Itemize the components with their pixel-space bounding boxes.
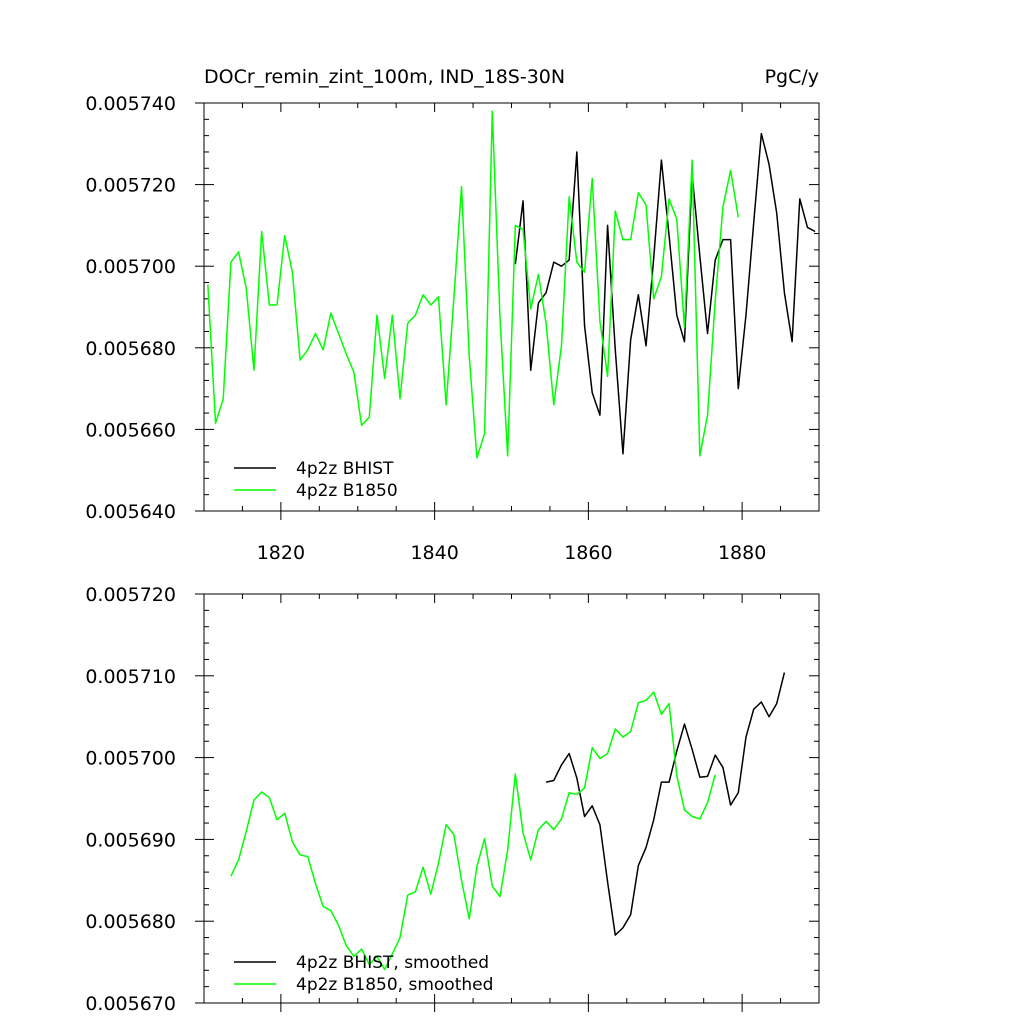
x-tick-label: 1880 [718,542,766,564]
x-tick-label: 1860 [564,542,612,564]
series-line-1 [230,691,716,971]
y-tick-label: 0.005720 [85,175,176,197]
legend-label: 4p2z BHIST, smoothed [296,953,489,973]
legend-label: 4p2z B1850, smoothed [296,975,493,995]
legend-label: 4p2z BHIST [296,459,394,479]
top-panel-title: DOCr_remin_zint_100m, IND_18S-30N [204,66,565,88]
y-tick-label: 0.005670 [85,993,176,1015]
y-tick-label: 0.005740 [85,93,176,115]
plot-frame [203,593,820,1004]
series-line-0 [545,672,786,936]
y-tick-label: 0.005700 [85,748,176,770]
bottom-panel-plot-area: 0.005670 0.005680 0.005690 0.005700 0.005710… [85,584,820,1015]
y-tick-label: 0.005700 [85,256,176,278]
y-tick-label: 0.005720 [85,584,176,606]
top-panel-units: PgC/y [765,66,819,88]
y-tick-label: 0.005710 [85,666,176,688]
x-tick-label: 1840 [410,542,458,564]
legend-label: 4p2z B1850 [296,481,398,501]
bottom-panel: 0.005670 0.005680 0.005690 0.005700 0.005710… [85,584,820,1015]
y-tick-label: 0.005690 [85,829,176,851]
top-panel-plot-area: 1820 1840 1860 1880 0.005640 0.005660 0.005680… [85,93,820,564]
top-panel: DOCr_remin_zint_100m, IND_18S-30N PgC/y … [85,66,820,564]
y-tick-label: 0.005660 [85,419,176,441]
x-tick-label: 1820 [257,542,305,564]
y-tick-label: 0.005640 [85,501,176,523]
series-line-0 [514,132,816,455]
plot-frame [203,102,820,512]
y-tick-label: 0.005680 [85,338,176,360]
series-line-1 [207,110,740,459]
y-tick-label: 0.005680 [85,911,176,933]
